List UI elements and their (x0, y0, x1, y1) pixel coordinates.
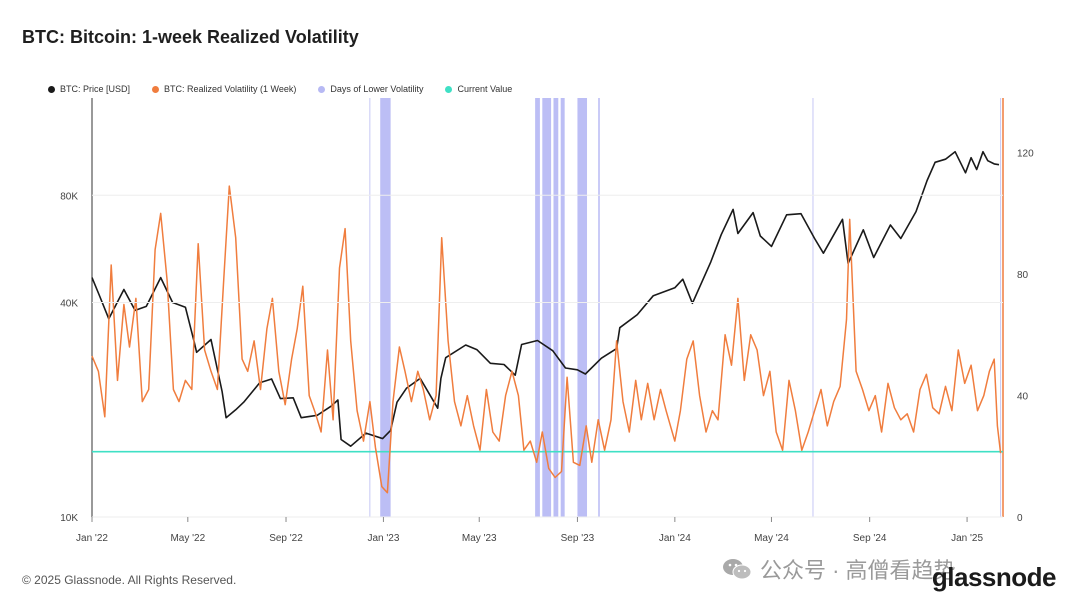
legend-lower-volatility-label: Days of Lower Volatility (330, 84, 424, 94)
lower-volatility-band (598, 98, 600, 517)
x-tick-label: Jan '22 (76, 533, 108, 544)
legend-item-price[interactable]: BTC: Price [USD] (48, 84, 130, 94)
legend-volatility-dot (152, 85, 160, 93)
right-tick-label: 40 (1017, 392, 1029, 403)
x-tick-label: Sep '22 (269, 533, 303, 544)
x-tick-label: Jan '23 (367, 533, 399, 544)
right-tick-label: 80 (1017, 270, 1029, 281)
copyright-text: © 2025 Glassnode. All Rights Reserved. (22, 573, 237, 587)
right-tick-label: 120 (1017, 149, 1034, 160)
watermark-text: 公众号 · 高僧看趋势 (760, 558, 956, 583)
chart-legend: BTC: Price [USD] BTC: Realized Volatilit… (48, 84, 512, 94)
legend-item-volatility[interactable]: BTC: Realized Volatility (1 Week) (152, 84, 296, 94)
legend-item-current-value[interactable]: Current Value (445, 84, 512, 94)
lower-volatility-band (535, 98, 540, 517)
x-tick-label: May '24 (754, 533, 789, 544)
price-line (91, 150, 1000, 447)
x-tick-label: Jan '24 (659, 533, 691, 544)
left-tick-label: 10K (60, 513, 78, 524)
legend-current-value-label: Current Value (457, 84, 513, 94)
lower-volatility-band (553, 98, 559, 517)
glassnode-logo: glassnode (931, 562, 1057, 592)
x-tick-label: Sep '24 (853, 533, 887, 544)
legend-current-value-dot (445, 85, 453, 93)
volatility-line (91, 185, 1002, 494)
legend-price-dot (48, 85, 55, 93)
x-tick-label: May '22 (170, 533, 205, 544)
wechat-watermark: 公众号 · 高僧看趋势 (722, 553, 956, 585)
legend-price-label: BTC: Price [USD] (60, 84, 131, 94)
x-tick-label: Sep '23 (561, 533, 595, 544)
legend-lower-volatility-dot (318, 85, 326, 93)
wechat-icon (722, 557, 752, 581)
chart-title: BTC: Bitcoin: 1-week Realized Volatility (22, 27, 359, 47)
left-tick-label: 40K (60, 299, 78, 310)
lower-volatility-band (577, 98, 588, 517)
legend-volatility-label: BTC: Realized Volatility (1 Week) (164, 84, 297, 94)
right-tick-label: 0 (1017, 513, 1023, 524)
lower-volatility-band (380, 98, 391, 517)
left-tick-label: 80K (60, 191, 78, 202)
lower-volatility-band (542, 98, 552, 517)
x-tick-label: May '23 (462, 533, 497, 544)
lower-volatility-band (560, 98, 565, 517)
legend-item-lower-volatility[interactable]: Days of Lower Volatility (318, 84, 423, 94)
x-tick-label: Jan '25 (951, 533, 983, 544)
